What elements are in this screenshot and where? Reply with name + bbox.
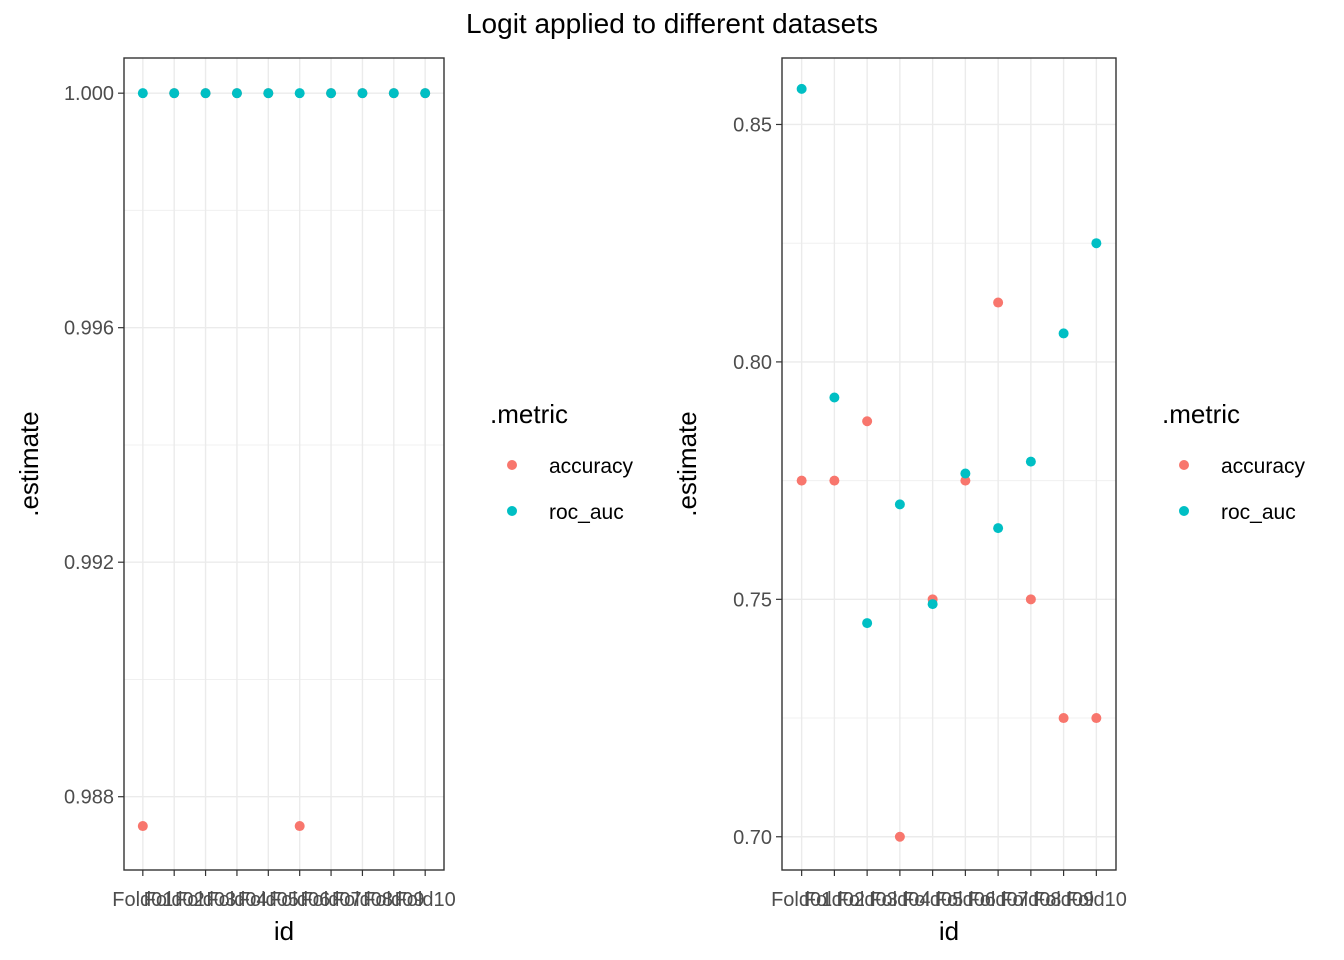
y-tick-label: 0.75: [733, 589, 772, 611]
legend-label-roc_auc: roc_auc: [549, 501, 624, 524]
legend: .metric accuracy roc_auc: [490, 399, 634, 524]
chart-title: Logit applied to different datasets: [466, 8, 878, 39]
legend-key-roc_auc: [1179, 506, 1189, 516]
point-accuracy: [993, 297, 1004, 308]
point-roc_auc: [263, 88, 274, 99]
x-tick-label: Fold01: [771, 889, 832, 911]
y-axis-title: .estimate: [14, 411, 44, 517]
x-tick-label: Fold09: [1033, 889, 1094, 911]
legend-label-accuracy: accuracy: [549, 455, 634, 478]
point-accuracy: [862, 416, 873, 427]
legend: .metric accuracy roc_auc: [1162, 399, 1306, 524]
point-roc_auc: [796, 83, 807, 94]
x-axis-title: id: [274, 916, 294, 946]
point-roc_auc: [388, 88, 399, 99]
point-roc_auc: [829, 392, 840, 403]
point-roc_auc: [1058, 328, 1069, 339]
point-accuracy: [829, 475, 840, 486]
point-roc_auc: [294, 88, 305, 99]
point-accuracy: [796, 475, 807, 486]
x-tick-label: Fold04: [869, 889, 930, 911]
point-roc_auc: [927, 599, 938, 610]
x-tick-label: Fold07: [968, 889, 1029, 911]
point-roc_auc: [326, 88, 337, 99]
legend-title: .metric: [490, 399, 568, 429]
x-tick-label: Fold06: [935, 889, 996, 911]
legend-label-roc_auc: roc_auc: [1221, 501, 1296, 524]
point-accuracy: [294, 821, 305, 832]
panel-2: 0.70 0.75 0.80 0.85 Fold01Fold02Fold03Fold04…: [672, 57, 1306, 946]
x-tick-label: Fold03: [837, 889, 898, 911]
y-tick-label: 0.988: [64, 787, 114, 809]
x-tick-label: Fold02: [144, 889, 205, 911]
y-tick-label: 0.85: [733, 114, 772, 136]
y-tick-label: 0.70: [733, 827, 772, 849]
panel-1: 0.9880.9920.9961.000Fold01Fold02Fold03Fo…: [14, 57, 634, 946]
panel-border: [781, 57, 1117, 871]
x-tick-label: Fold10: [1066, 889, 1127, 911]
x-tick-label: Fold04: [206, 889, 267, 911]
x-tick-label: Fold08: [332, 889, 393, 911]
point-accuracy: [1091, 713, 1102, 724]
point-roc_auc: [960, 468, 971, 479]
x-axis-title: id: [939, 916, 959, 946]
y-tick-label: 0.996: [64, 318, 114, 340]
point-accuracy: [894, 831, 905, 842]
point-roc_auc: [357, 88, 368, 99]
legend-label-accuracy: accuracy: [1221, 455, 1306, 478]
y-tick-label: 1.000: [64, 83, 114, 105]
y-tick-label: 0.80: [733, 352, 772, 374]
x-tick-label: Fold06: [269, 889, 330, 911]
y-tick-label: 0.992: [64, 552, 114, 574]
x-tick-label: Fold03: [175, 889, 236, 911]
x-tick-label: Fold05: [902, 889, 963, 911]
point-roc_auc: [862, 618, 873, 629]
x-tick-label: Fold08: [1000, 889, 1061, 911]
legend-key-accuracy: [1179, 460, 1189, 470]
point-roc_auc: [231, 88, 242, 99]
x-tick-label: Fold07: [300, 889, 361, 911]
legend-title: .metric: [1162, 399, 1240, 429]
point-accuracy: [137, 821, 148, 832]
point-accuracy: [1058, 713, 1069, 724]
point-roc_auc: [137, 88, 148, 99]
point-roc_auc: [169, 88, 180, 99]
point-roc_auc: [1091, 238, 1102, 249]
legend-key-accuracy: [507, 460, 517, 470]
x-tick-label: Fold09: [363, 889, 424, 911]
x-tick-label: Fold10: [395, 889, 456, 911]
x-tick-label: Fold01: [112, 889, 173, 911]
point-roc_auc: [894, 499, 905, 510]
point-accuracy: [1025, 594, 1036, 605]
point-roc_auc: [420, 88, 431, 99]
point-roc_auc: [993, 523, 1004, 534]
point-accuracy: [960, 475, 971, 486]
y-axis-title: .estimate: [672, 411, 702, 517]
legend-key-roc_auc: [507, 506, 517, 516]
panel-border: [123, 57, 445, 871]
x-tick-label: Fold05: [238, 889, 299, 911]
x-tick-label: Fold02: [804, 889, 865, 911]
point-roc_auc: [1025, 456, 1036, 467]
point-roc_auc: [200, 88, 211, 99]
